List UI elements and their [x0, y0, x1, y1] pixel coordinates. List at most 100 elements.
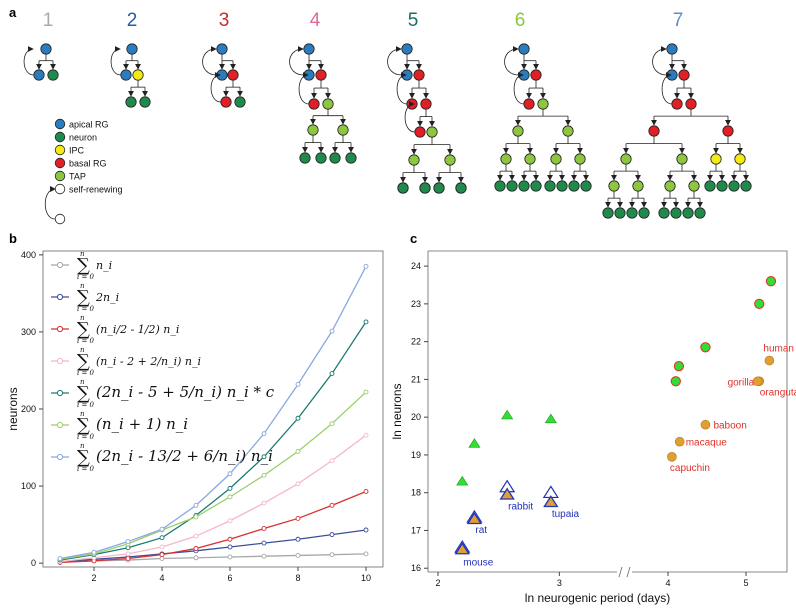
axis-break [618, 566, 631, 578]
model-circle-point [670, 376, 681, 387]
ytick-b-label: 300 [21, 327, 36, 337]
series-4-point [261, 454, 267, 460]
xtick-b-label: 10 [361, 573, 371, 583]
legend-b-sigma-5: ∑ [77, 415, 90, 436]
series-4-point [159, 535, 165, 541]
apical-rg-node [401, 43, 413, 55]
species-circle-human [764, 355, 775, 366]
tap-node [524, 153, 536, 165]
legend-b-sum-top-1: n [80, 282, 85, 290]
neuron-node [506, 180, 518, 192]
species-label-macaque: macaque [686, 438, 728, 449]
series-1-point [363, 527, 369, 533]
legend-b-sigma-6: ∑ [77, 447, 90, 468]
tap-node [444, 154, 456, 166]
series-4-point [125, 545, 131, 551]
self-renew-loop [661, 72, 672, 105]
legend-a-swatch-4 [54, 170, 66, 182]
basal-rg-node [678, 69, 690, 81]
neuron-node [518, 180, 530, 192]
stage-label-2: 2 [127, 10, 138, 31]
ytick-b-label: 100 [21, 481, 36, 491]
tap-node [307, 124, 319, 136]
series-line-3 [59, 434, 367, 563]
legend-b-marker-6 [56, 453, 64, 461]
model-circle-point [673, 361, 685, 372]
stage-label-3: 3 [219, 10, 230, 31]
tap-node [574, 153, 586, 165]
legend-a-swatch-2 [54, 144, 66, 156]
legend-a-swatch-0 [54, 118, 66, 130]
legend-a-swatch-6 [54, 213, 66, 225]
tap-node [620, 153, 632, 165]
basal-rg-node [722, 125, 734, 137]
self-renew-loop [210, 72, 221, 103]
species-circle-capuchin [667, 452, 677, 462]
neuron-node [614, 207, 626, 219]
series-6-point [193, 502, 199, 508]
species-label-mouse: mouse [463, 557, 493, 568]
series-0-point [227, 554, 233, 560]
basal-rg-node [315, 69, 327, 81]
series-1-point [329, 532, 335, 538]
legend-b-expr-0: n_i [96, 259, 112, 272]
legend-a-swatch-1 [54, 131, 66, 143]
neuron-node [556, 180, 568, 192]
species-triangle-rabbit [499, 487, 515, 500]
self-renew-loop [23, 46, 34, 76]
series-2-point [159, 552, 165, 558]
legend-b-sum-bottom-3: i = 0 [77, 369, 95, 377]
legend-b-sum-bottom-0: i = 0 [77, 273, 95, 281]
legend-a-loop [44, 186, 56, 220]
stage-label-1: 1 [43, 10, 54, 31]
tap-node [608, 180, 620, 192]
series-3-point [363, 432, 369, 438]
neuron-node [345, 152, 357, 164]
tap-node [688, 180, 700, 192]
xtick-b-label: 8 [295, 573, 300, 583]
series-0-point [261, 553, 267, 559]
panel-b-letter: b [9, 231, 17, 246]
legend-a-label-5: self-renewing [69, 185, 123, 195]
self-renew-loop [387, 46, 402, 76]
species-label-rat: rat [475, 525, 487, 536]
series-5-point [193, 514, 199, 520]
basal-rg-node [523, 98, 535, 110]
series-2-point [363, 489, 369, 494]
model-circle-point [765, 276, 777, 287]
basal-rg-node [414, 126, 426, 138]
series-5-point [295, 448, 301, 454]
species-circle-macaque [674, 436, 685, 447]
neuron-node [602, 207, 614, 219]
ytick-c-label: 22 [411, 337, 421, 347]
series-line-6 [59, 266, 367, 560]
series-2-point [261, 526, 267, 531]
series-5-point [363, 389, 369, 395]
legend-b-marker-2 [56, 325, 64, 333]
series-4-point [227, 485, 233, 491]
legend-b-sigma-3: ∑ [77, 351, 90, 372]
model-circle-point [700, 342, 711, 353]
series-6-point [363, 263, 369, 269]
series-3-point [329, 458, 335, 464]
neuron-node [397, 182, 409, 194]
legend-b-expr-4: (2n_i - 5 + 5/n_i) n_i * c [96, 383, 275, 401]
series-line-4 [59, 321, 367, 561]
series-4-point [295, 415, 301, 421]
neuron-node [694, 207, 706, 219]
self-renew-loop [298, 72, 309, 105]
legend-b-sigma-4: ∑ [77, 383, 90, 404]
ytick-c-label: 18 [411, 488, 421, 498]
neuron-node [670, 207, 682, 219]
legend-a-label-4: TAP [69, 172, 86, 182]
series-6-point [329, 328, 335, 334]
xtick-b-label: 6 [227, 573, 232, 583]
series-0-point [193, 555, 199, 561]
legend-b-marker-5 [56, 421, 64, 429]
legend-a-label-0: apical RG [69, 120, 109, 130]
tap-node [426, 126, 438, 138]
legend-b-sum-bottom-2: i = 0 [77, 337, 95, 345]
legend-b-expr-3: (n_i - 2 + 2/n_i) n_i [96, 355, 201, 368]
